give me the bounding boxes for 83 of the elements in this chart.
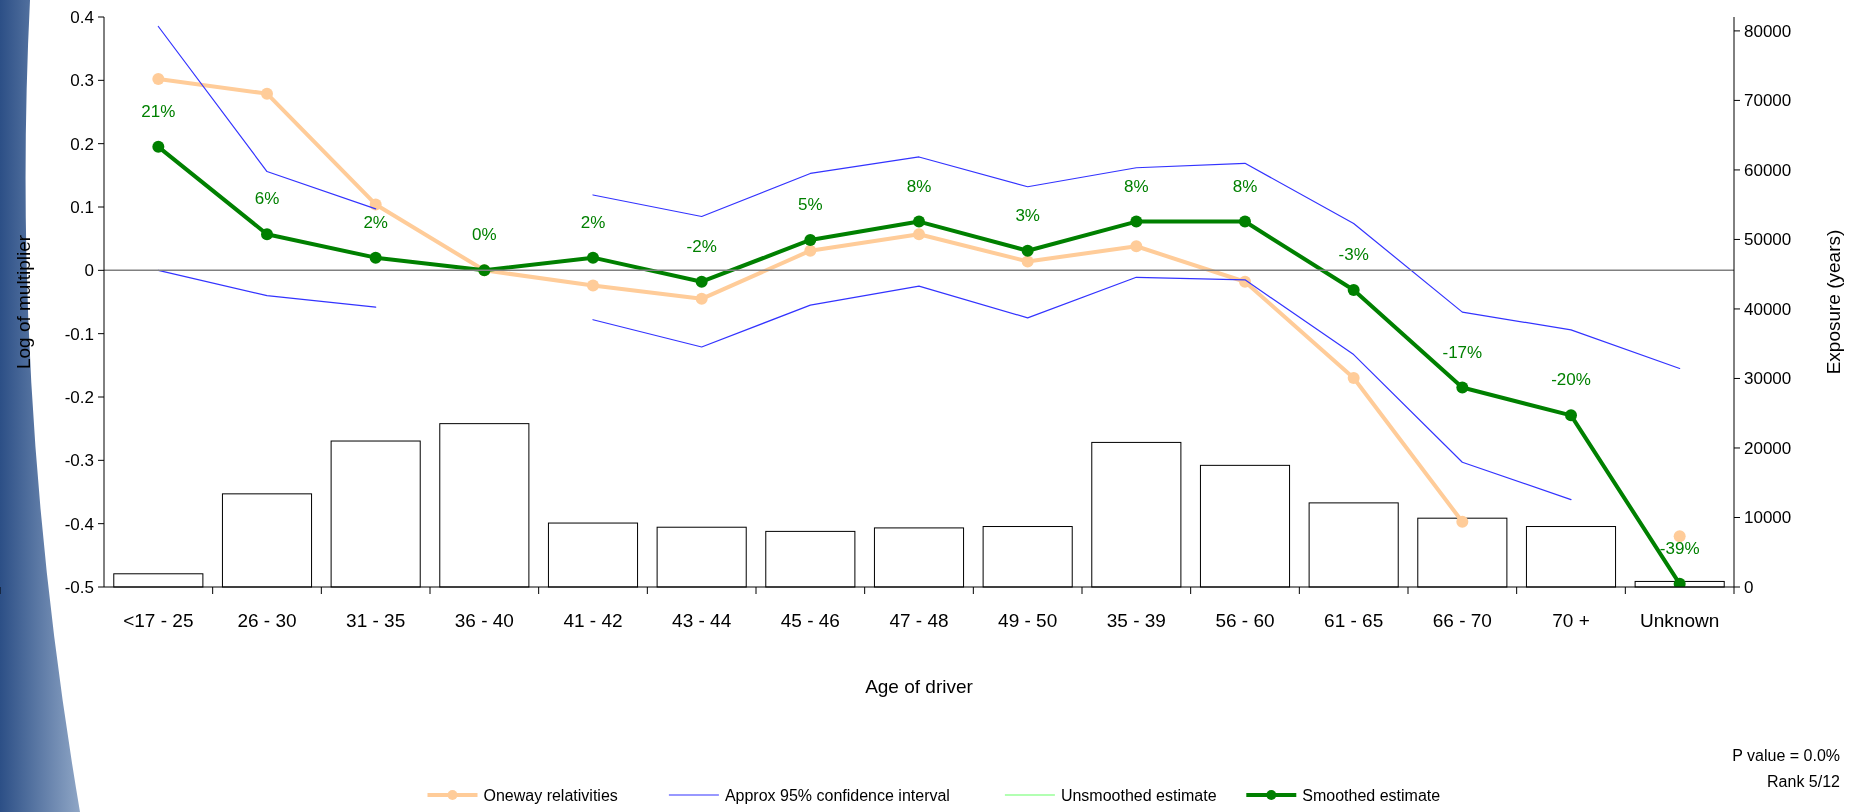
point [1130, 240, 1143, 253]
annotation: 3% [1015, 205, 1040, 225]
annotation: 6% [254, 189, 280, 209]
point [804, 233, 817, 246]
point [369, 251, 382, 264]
y-tick-label: -0.3 [64, 451, 94, 471]
point [913, 215, 925, 228]
x-tick-label: <17 - 25 [123, 610, 194, 631]
y-tick-label: -0.4 [64, 514, 94, 534]
x-tick-label: 26 - 30 [237, 610, 297, 631]
y2-tick-label: 60000 [1744, 160, 1792, 180]
annotation: -17% [1442, 342, 1483, 362]
y2-axis-title: Exposure (years) [1823, 229, 1844, 375]
point [1673, 530, 1686, 543]
point [152, 73, 165, 86]
legend-label: Unsmoothed estimate [1060, 786, 1217, 804]
point [587, 251, 599, 264]
annotation: -2% [686, 236, 717, 256]
x-tick-label: 31 - 35 [346, 610, 406, 631]
x-tick-label: 61 - 65 [1324, 610, 1384, 631]
point [261, 87, 273, 100]
annotation: -3% [1338, 244, 1369, 264]
annotation: 5% [798, 194, 823, 214]
x-tick-label: Unknown [1640, 610, 1720, 631]
y2-tick-label: 0 [1744, 577, 1754, 597]
y2-tick-label: 50000 [1744, 230, 1792, 250]
y2-tick-label: 70000 [1744, 91, 1792, 111]
point [695, 275, 708, 288]
y-tick-label: -0.2 [64, 387, 94, 407]
annotation: 8% [906, 176, 932, 196]
x-axis-title: Age of driver [865, 676, 974, 697]
annotation: -39% [1659, 538, 1700, 558]
y2-tick-label: 10000 [1744, 508, 1792, 528]
y2-tick-label: 80000 [1744, 21, 1792, 41]
y-tick-label: 0.2 [70, 134, 94, 154]
point [1347, 372, 1360, 384]
x-tick-label: 43 - 44 [672, 610, 732, 631]
point [587, 279, 599, 292]
annotation: 8% [1124, 176, 1149, 196]
x-tick-label: 56 - 60 [1215, 610, 1275, 631]
y-tick-label: 0 [84, 261, 94, 281]
text: Rank 5/12 [1767, 773, 1841, 790]
y-tick-label: 0.1 [70, 197, 94, 217]
point [1130, 215, 1143, 228]
legend-label: Approx 95% confidence interval [724, 786, 950, 804]
point [695, 292, 708, 305]
y-tick-label: 0.3 [70, 71, 94, 91]
annotation: 0% [472, 225, 497, 245]
annotation: 8% [1232, 176, 1258, 196]
point [261, 228, 273, 241]
text: P value = 0.0% [1732, 747, 1840, 764]
point [1021, 244, 1034, 257]
y2-tick-label: 20000 [1744, 438, 1792, 458]
x-tick-label: 35 - 39 [1106, 610, 1166, 631]
point [1021, 255, 1034, 268]
point [152, 140, 165, 153]
x-tick-label: 41 - 42 [563, 610, 623, 631]
y2-tick-label: 40000 [1744, 299, 1792, 319]
x-tick-label: 47 - 48 [889, 610, 949, 631]
y2-tick-label: 30000 [1744, 369, 1792, 389]
point [804, 244, 817, 257]
annotation: 21% [141, 101, 176, 121]
x-tick-label: 70 + [1552, 610, 1590, 631]
annotation: -20% [1551, 370, 1591, 390]
annotation: 2% [363, 212, 388, 232]
y-tick-label: -0.1 [64, 324, 94, 344]
x-tick-label: 66 - 70 [1432, 610, 1492, 631]
legend-label: Smoothed estimate [1302, 786, 1441, 804]
point [913, 228, 925, 241]
x-tick-label: 36 - 40 [454, 610, 514, 631]
y-tick-label: 0.4 [70, 7, 94, 27]
point [1673, 577, 1686, 587]
x-tick-label: 45 - 46 [780, 610, 840, 631]
point [1456, 381, 1469, 394]
legend-label: Oneway relativities [483, 786, 618, 804]
y-axis-title: Log of multiplier [13, 234, 34, 370]
point [1347, 283, 1360, 296]
point [1456, 515, 1469, 528]
point [1565, 409, 1577, 422]
x-tick-label: 49 - 50 [998, 610, 1058, 631]
point [1239, 215, 1251, 228]
annotation: 2% [580, 212, 606, 232]
y-tick-label: -0.5 [64, 577, 94, 597]
